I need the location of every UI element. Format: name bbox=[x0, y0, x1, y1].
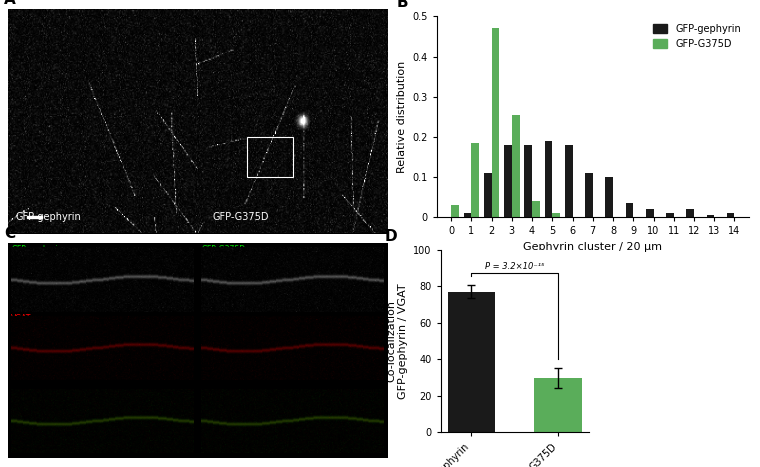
Bar bbox=[471, 143, 479, 217]
Bar bbox=[484, 173, 492, 217]
Bar bbox=[606, 177, 613, 217]
Bar bbox=[532, 201, 540, 217]
Text: B: B bbox=[397, 0, 408, 10]
Text: D: D bbox=[385, 229, 397, 244]
Text: GFP-gephyrin: GFP-gephyrin bbox=[15, 212, 81, 222]
Bar bbox=[727, 213, 734, 217]
Bar bbox=[27, 216, 42, 218]
Bar bbox=[504, 145, 512, 217]
Text: C: C bbox=[4, 226, 15, 241]
Bar bbox=[247, 137, 293, 177]
Bar bbox=[492, 28, 499, 217]
Bar bbox=[565, 145, 572, 217]
Text: P = 3.2×10⁻¹⁵: P = 3.2×10⁻¹⁵ bbox=[485, 262, 545, 271]
Bar bbox=[464, 213, 471, 217]
Y-axis label: Relative distribution: Relative distribution bbox=[397, 61, 407, 173]
Bar bbox=[666, 213, 673, 217]
Bar bbox=[585, 173, 593, 217]
Bar bbox=[451, 205, 459, 217]
Text: GFP-gephyrin: GFP-gephyrin bbox=[11, 245, 63, 254]
Bar bbox=[512, 115, 520, 217]
Y-axis label: Co-localization
GFP-gephyrin / VGAT: Co-localization GFP-gephyrin / VGAT bbox=[386, 283, 408, 399]
Bar bbox=[625, 203, 633, 217]
Bar bbox=[686, 209, 694, 217]
Bar bbox=[646, 209, 654, 217]
Legend: GFP-gephyrin, GFP-G375D: GFP-gephyrin, GFP-G375D bbox=[650, 21, 744, 52]
X-axis label: Gephyrin cluster / 20 μm: Gephyrin cluster / 20 μm bbox=[524, 242, 662, 252]
Text: GFP-G375D: GFP-G375D bbox=[213, 212, 269, 222]
Bar bbox=[448, 292, 496, 432]
Text: A: A bbox=[4, 0, 15, 7]
Bar bbox=[524, 145, 532, 217]
Bar bbox=[534, 378, 582, 432]
Text: GFP-G375D: GFP-G375D bbox=[201, 245, 245, 254]
Text: VGAT: VGAT bbox=[11, 314, 32, 323]
Bar bbox=[545, 141, 553, 217]
Bar bbox=[553, 213, 560, 217]
Bar bbox=[707, 215, 714, 217]
